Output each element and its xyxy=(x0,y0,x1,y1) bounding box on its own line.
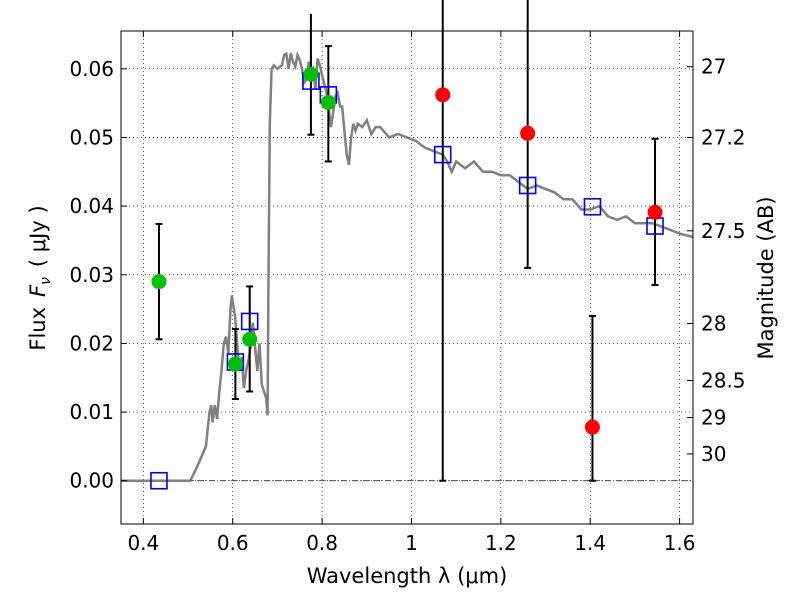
model-photometry-square xyxy=(150,471,168,490)
observed-green-point xyxy=(227,356,243,372)
right-tick-label: 30 xyxy=(701,442,726,466)
right-tick-label: 27 xyxy=(701,55,726,79)
plot-area-background xyxy=(121,31,693,524)
y-tick-label: 0.02 xyxy=(69,331,114,355)
observed-red-point xyxy=(647,204,663,220)
x-tick-label: 0.8 xyxy=(306,531,338,555)
observed-green-point xyxy=(242,331,258,347)
x-axis-ticks: 0.4 0.6 0.8 1 1.2 1.4 1.6 xyxy=(127,31,696,555)
y-tick-label: 0.05 xyxy=(69,125,114,149)
y-axis-label-units: ( μJy ) xyxy=(26,205,50,267)
y-tick-label: 0.04 xyxy=(69,194,114,218)
x-tick-label: 0.6 xyxy=(217,531,249,555)
model-photometry-square xyxy=(583,197,602,216)
right-tick-label: 28 xyxy=(701,312,726,336)
observed-red-point xyxy=(435,87,451,103)
observed-red-point xyxy=(520,125,536,141)
y-tick-label: 0.01 xyxy=(69,400,114,424)
observed-green-point xyxy=(320,94,336,110)
x-tick-label: 1 xyxy=(405,531,418,555)
model-photometry-square xyxy=(240,312,259,331)
observed-green-point xyxy=(151,274,167,290)
y-tick-label: 0.03 xyxy=(69,263,114,287)
x-axis-label: Wavelength λ (μm) xyxy=(307,564,508,588)
model-photometry-square xyxy=(518,176,537,195)
y-tick-label: 0.06 xyxy=(69,57,114,81)
observed-red-point xyxy=(584,419,600,435)
observed-green-point xyxy=(303,66,319,82)
y-axis-label: Flux Fν ( μJy ) xyxy=(26,205,54,350)
y-axis-label-subscript: ν xyxy=(38,277,54,285)
right-tick-label: 29 xyxy=(701,406,726,430)
y-tick-label: 0.00 xyxy=(69,469,114,493)
x-tick-label: 1.2 xyxy=(485,531,517,555)
observed-green-markers xyxy=(151,66,336,372)
x-tick-label: 1.6 xyxy=(664,531,696,555)
right-tick-label: 27.2 xyxy=(701,125,746,149)
x-tick-label: 0.4 xyxy=(127,531,159,555)
plot-frame xyxy=(120,30,694,525)
y-axis-ticks: 0.00 0.01 0.02 0.03 0.04 0.05 0.06 xyxy=(69,57,127,493)
x-tick-label: 1.4 xyxy=(574,531,606,555)
right-axis-ticks: 27 27.2 27.5 28 28.5 29 30 xyxy=(687,55,746,466)
observed-red-markers xyxy=(435,87,663,435)
right-tick-label: 27.5 xyxy=(701,219,746,243)
model-photometry-square xyxy=(433,145,452,164)
y-axis-label-text: Flux xyxy=(26,307,50,351)
y-axis-label-symbol: F xyxy=(26,284,50,297)
right-axis-label: Magnitude (AB) xyxy=(754,196,778,359)
right-tick-label: 28.5 xyxy=(701,368,746,392)
